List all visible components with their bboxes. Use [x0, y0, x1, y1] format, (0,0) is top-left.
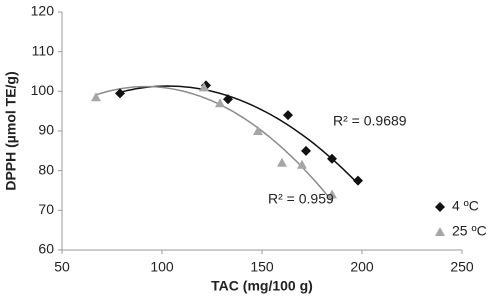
x-tick-label: 250 [450, 259, 474, 275]
legend-marker [435, 202, 445, 212]
y-tick-label: 110 [32, 42, 55, 58]
point [297, 159, 307, 169]
point [327, 189, 337, 199]
point [223, 94, 233, 105]
y-tick-label: 90 [38, 122, 54, 138]
x-tick-label: 150 [250, 259, 274, 275]
legend-label: 4 ºC [452, 198, 479, 214]
point [215, 98, 225, 108]
y-tick-label: 70 [38, 201, 54, 217]
trend-line [119, 85, 359, 185]
x-tick-label: 100 [150, 259, 174, 275]
y-tick-label: 120 [31, 3, 55, 19]
point [199, 82, 209, 92]
point [253, 126, 263, 135]
point [283, 110, 293, 121]
point [301, 145, 311, 156]
point [327, 153, 337, 164]
trend-line [95, 85, 333, 202]
point [115, 88, 125, 99]
point [353, 175, 363, 186]
x-tick-label: 200 [350, 259, 374, 275]
legend-label: 25 ºC [452, 223, 487, 239]
r2-annotation: R² = 0.9689 [333, 113, 407, 129]
y-axis-title: DPPH (µmol TE/g) [3, 71, 19, 190]
x-axis-title: TAC (mg/100 g) [211, 278, 313, 294]
y-tick-label: 100 [31, 82, 55, 98]
point [277, 157, 287, 167]
legend-marker [435, 227, 445, 236]
point [91, 92, 101, 102]
y-tick-label: 60 [38, 241, 54, 257]
y-tick-label: 80 [38, 161, 54, 177]
x-tick-label: 50 [54, 259, 70, 275]
r2-annotation: R² = 0.959 [268, 191, 334, 207]
